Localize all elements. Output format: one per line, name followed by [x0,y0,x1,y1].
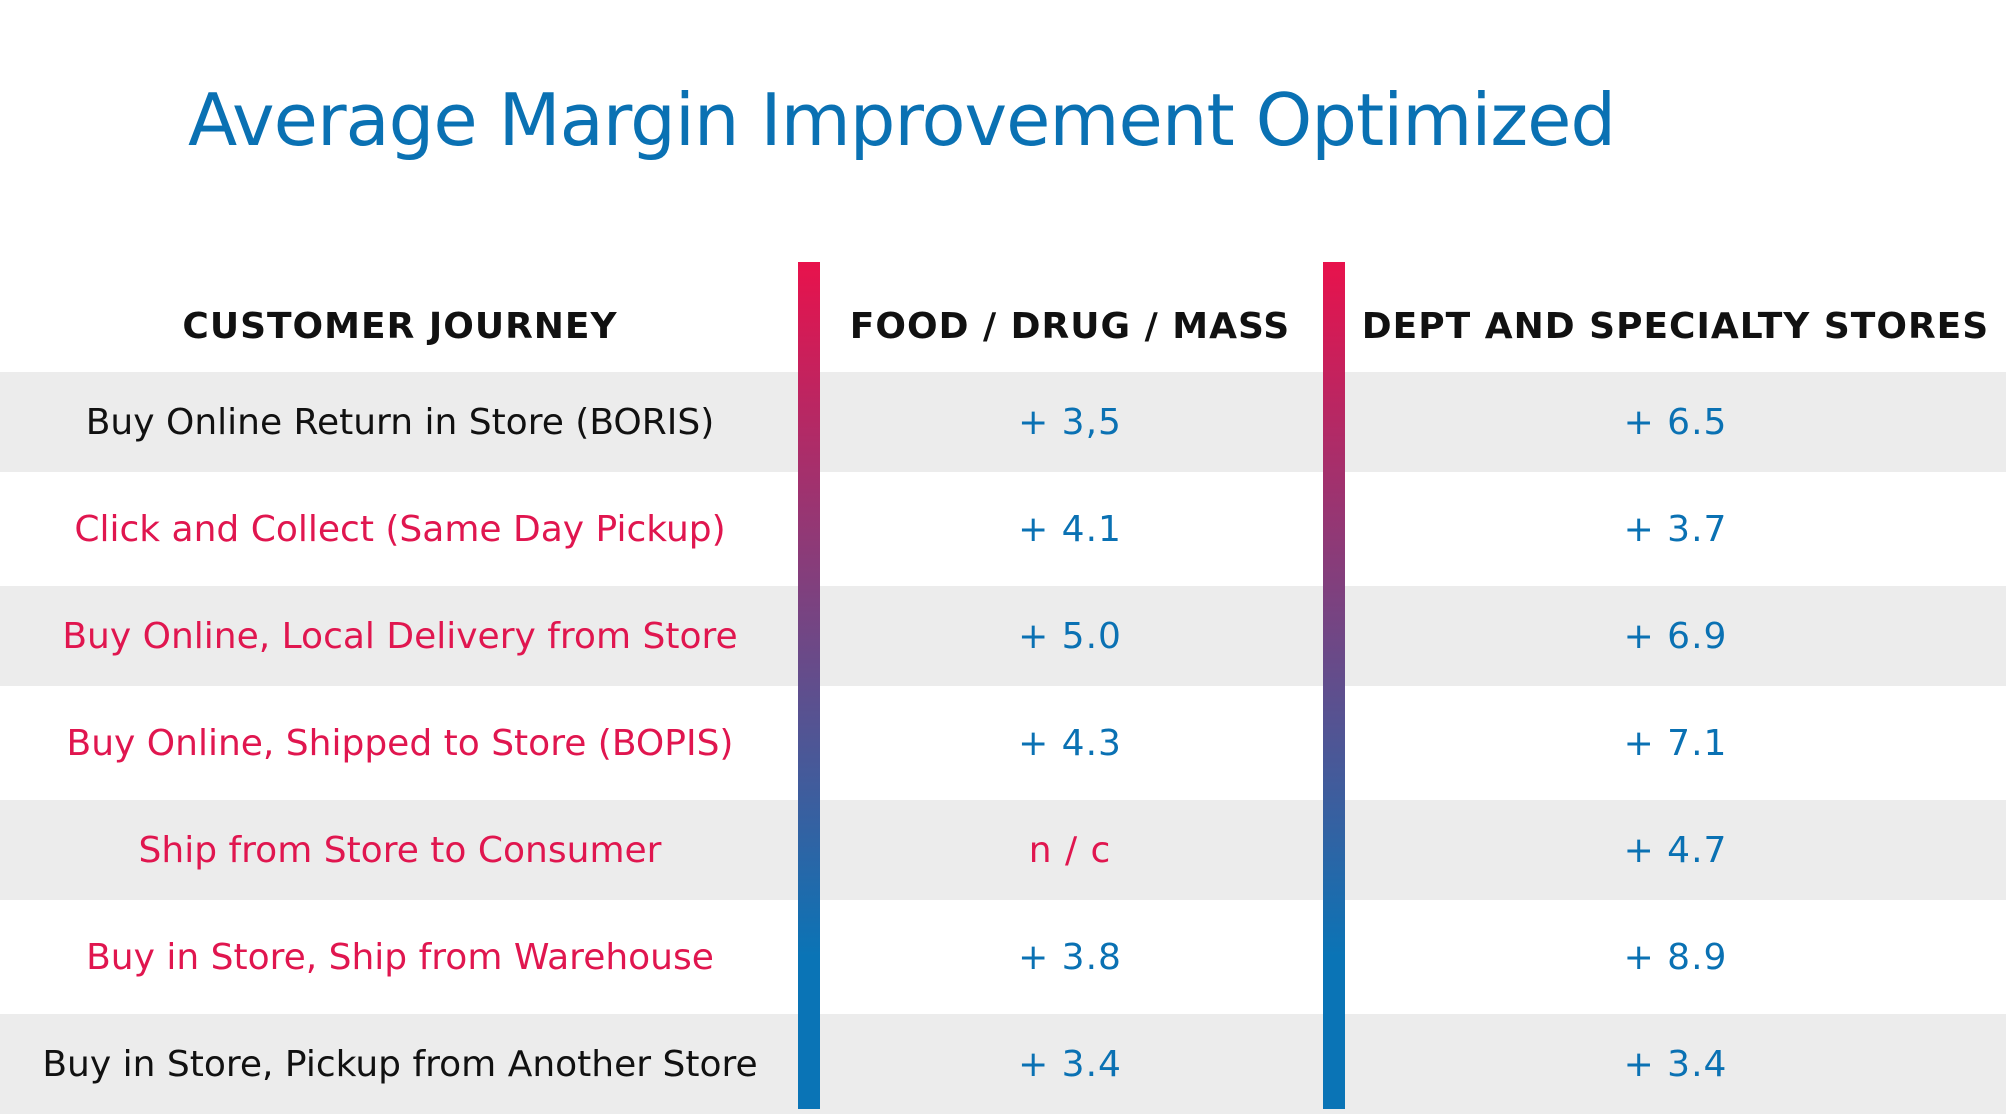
food-drug-mass-value: + 3,5 [1018,401,1122,443]
dept-specialty-value: + 4.7 [1623,829,1728,871]
table-header-row: CUSTOMER JOURNEY FOOD / DRUG / MASS DEPT… [0,262,2006,370]
column-divider-gradient [798,262,820,1109]
dept-specialty-value: + 7.1 [1623,722,1728,764]
page-title: Average Margin Improvement Optimized [188,78,1616,162]
header-dept-specialty: DEPT AND SPECIALTY STORES [1361,305,1990,347]
table-row: Buy in Store, Ship from Warehouse + 3.8 + … [0,907,2006,1007]
food-drug-mass-value: + 4.3 [1018,722,1122,764]
dept-specialty-value: + 3.4 [1623,1043,1728,1085]
table-row: Buy Online Return in Store (BORIS) + 3,5 +… [0,372,2006,472]
food-drug-mass-value: + 3.8 [1018,936,1122,978]
dept-specialty-value: + 8.9 [1623,936,1728,978]
customer-journey-cell: Click and Collect (Same Day Pickup) [74,508,726,550]
table-row: Buy Online, Local Delivery from Store + 5… [0,586,2006,686]
food-drug-mass-value: n / c [1028,829,1112,871]
food-drug-mass-value: + 3.4 [1018,1043,1122,1085]
table-row: Buy Online, Shipped to Store (BOPIS) + 4.… [0,693,2006,793]
margin-table: CUSTOMER JOURNEY FOOD / DRUG / MASS DEPT… [0,262,2006,1114]
food-drug-mass-value: + 5.0 [1018,615,1122,657]
table-row: Buy in Store, Pickup from Another Store +… [0,1014,2006,1114]
customer-journey-cell: Buy Online Return in Store (BORIS) [85,401,715,443]
dept-specialty-value: + 6.5 [1623,401,1728,443]
dept-specialty-value: + 3.7 [1623,508,1728,550]
customer-journey-cell: Buy Online, Shipped to Store (BOPIS) [66,722,734,764]
customer-journey-cell: Buy in Store, Pickup from Another Store [42,1043,758,1085]
customer-journey-cell: Buy Online, Local Delivery from Store [62,615,738,657]
table-row: Ship from Store to Consumer n / c + 4.7 [0,800,2006,900]
food-drug-mass-value: + 4.1 [1018,508,1122,550]
table-row: Click and Collect (Same Day Pickup) + 4.1… [0,479,2006,579]
customer-journey-cell: Ship from Store to Consumer [138,829,662,871]
column-divider-gradient [1323,262,1345,1109]
dept-specialty-value: + 6.9 [1623,615,1728,657]
customer-journey-cell: Buy in Store, Ship from Warehouse [86,936,714,978]
header-customer-journey: CUSTOMER JOURNEY [182,305,618,347]
header-food-drug-mass: FOOD / DRUG / MASS [849,305,1291,347]
